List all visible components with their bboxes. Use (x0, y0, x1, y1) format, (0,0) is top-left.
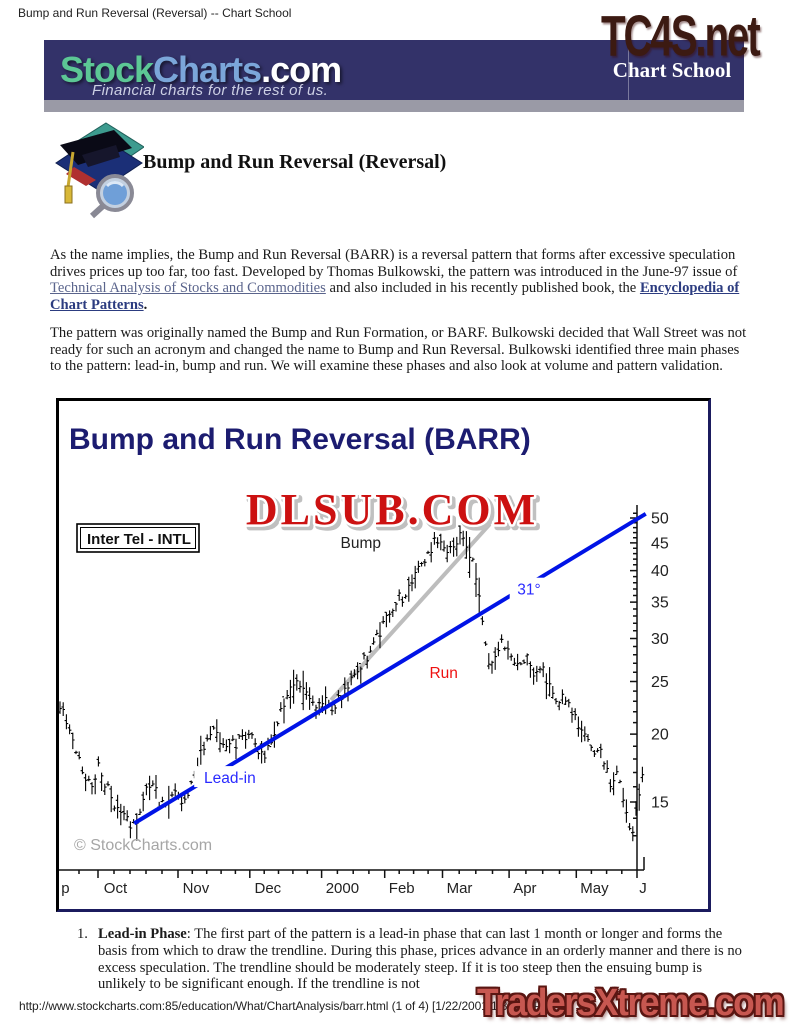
y-axis-label-45: 45 (651, 535, 669, 552)
logo-com: .com (261, 49, 342, 90)
list-text: Lead-in Phase: The first part of the pat… (98, 926, 742, 992)
history-paragraph: The pattern was originally named the Bum… (50, 325, 747, 375)
banner-divider (628, 40, 629, 100)
print-header-title: Bump and Run Reversal (Reversal) -- Char… (18, 6, 292, 20)
x-axis-label-Oct: Oct (104, 880, 128, 897)
x-axis-label-2000: 2000 (326, 880, 359, 897)
banner-section-label: Chart School (612, 58, 732, 82)
annotation-angle-halo (509, 577, 549, 599)
tradersxtreme-watermark: TradersXtreme.com (477, 982, 785, 1024)
intro-text-1: As the name implies, the Bump and Run Re… (50, 247, 738, 280)
logo-tagline: Financial charts for the rest of us. (92, 82, 329, 99)
intro-text-3: . (143, 296, 148, 313)
x-axis-label-Feb: Feb (389, 880, 415, 897)
x-axis (59, 857, 645, 878)
y-axis-label-20: 20 (651, 727, 669, 744)
footer-url: http://www.stockcharts.com:85/education/… (19, 999, 555, 1013)
y-axis-label-15: 15 (651, 795, 669, 812)
y-axis-label-40: 40 (651, 563, 669, 580)
annotation-lead-in-halo (194, 766, 266, 788)
x-axis-label-May: May (580, 880, 609, 897)
barr-chart-svg: Bump and Run Reversal (BARR) p Oct Nov Dec 20… (58, 423, 669, 897)
x-axis-label-p: p (61, 880, 69, 897)
annotation-angle: 31° (517, 582, 540, 599)
price-bars (58, 525, 645, 842)
tc4s-watermark: TC4S.net (601, 3, 761, 68)
annotation-run: Run (429, 665, 457, 682)
annotation-bump: Bump (341, 535, 382, 552)
tasc-link[interactable]: Technical Analysis of Stocks and Commodi… (50, 280, 326, 297)
dlsub-watermark-shadow: DLSUB.COM (249, 488, 541, 537)
annotation-lead-in: Lead-in (204, 770, 256, 787)
symbol-label-box-inner (80, 527, 196, 549)
symbol-label: Inter Tel - INTL (87, 531, 191, 548)
x-axis-label-Mar: Mar (447, 880, 473, 897)
encyclopedia-link[interactable]: Encyclopedia of Chart Patterns (50, 280, 740, 313)
lead-in-phase-term: Lead-in Phase (98, 926, 187, 942)
banner-underline-bar (44, 100, 744, 112)
stockcharts-logo[interactable]: StockCharts.com (60, 49, 342, 91)
chart-title: Bump and Run Reversal (BARR) (69, 423, 531, 456)
intro-text-2: and also included in his recently publis… (325, 280, 640, 297)
list-number: 1. (77, 926, 88, 942)
x-axis-label-Nov: Nov (183, 880, 210, 897)
x-axis-label-Apr: Apr (513, 880, 536, 897)
logo-stock: Stock (60, 49, 154, 90)
page-title: Bump and Run Reversal (Reversal) (143, 151, 447, 173)
y-axis-label-50: 50 (651, 511, 669, 528)
list-item-lead-in-phase: 1. Lead-in Phase: The first part of the … (77, 926, 743, 993)
logo-charts: Charts (153, 49, 262, 90)
chart-copyright: © StockCharts.com (74, 837, 212, 854)
lead-in-phase-text: : The first part of the pattern is a lea… (98, 926, 742, 993)
chart-school-icon (55, 122, 144, 219)
barr-chart: Bump and Run Reversal (BARR) p Oct Nov Dec 20… (56, 398, 711, 912)
banner: StockCharts.com Financial charts for the… (44, 40, 744, 100)
y-axis (630, 505, 638, 870)
x-axis-label-J: J (639, 880, 647, 897)
x-axis-label-Dec: Dec (255, 880, 282, 897)
y-axis-label-25: 25 (651, 674, 669, 691)
intro-paragraph: As the name implies, the Bump and Run Re… (50, 247, 747, 313)
y-axis-label-35: 35 (651, 595, 669, 612)
dlsub-watermark: DLSUB.COM (246, 485, 538, 534)
symbol-label-box (76, 523, 200, 553)
y-axis-label-30: 30 (651, 631, 669, 648)
